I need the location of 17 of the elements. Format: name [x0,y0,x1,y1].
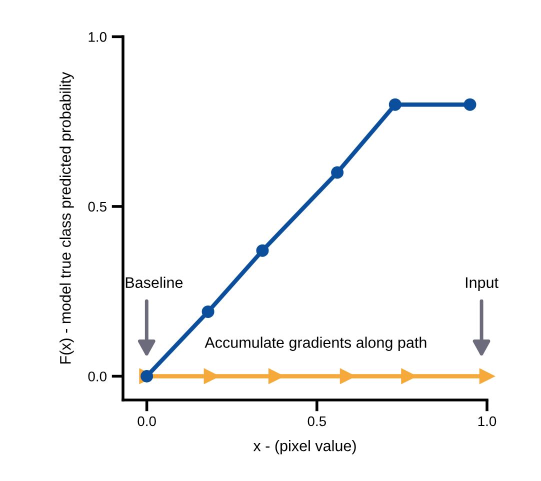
point [331,166,344,179]
point [464,98,476,111]
y-tick-label: 1.0 [88,32,106,42]
x-tick-label: 0.5 [308,416,326,426]
annotation: Accumulate gradients along path [204,336,426,351]
x-axis-title: x - (pixel value) [253,440,356,454]
annotation: Baseline [126,276,183,288]
x-tick-label: 0.0 [138,416,156,426]
point [202,305,214,318]
point [256,244,269,257]
annotation: Input [466,277,498,292]
y-tick-label: 0.5 [88,202,106,212]
x-tick-label: 1.0 [478,416,496,426]
y-tick-label: 0.0 [88,372,106,382]
point [479,368,495,384]
point [388,98,402,111]
y-axis-title: F(x) - model true class predicted probability [60,72,74,364]
